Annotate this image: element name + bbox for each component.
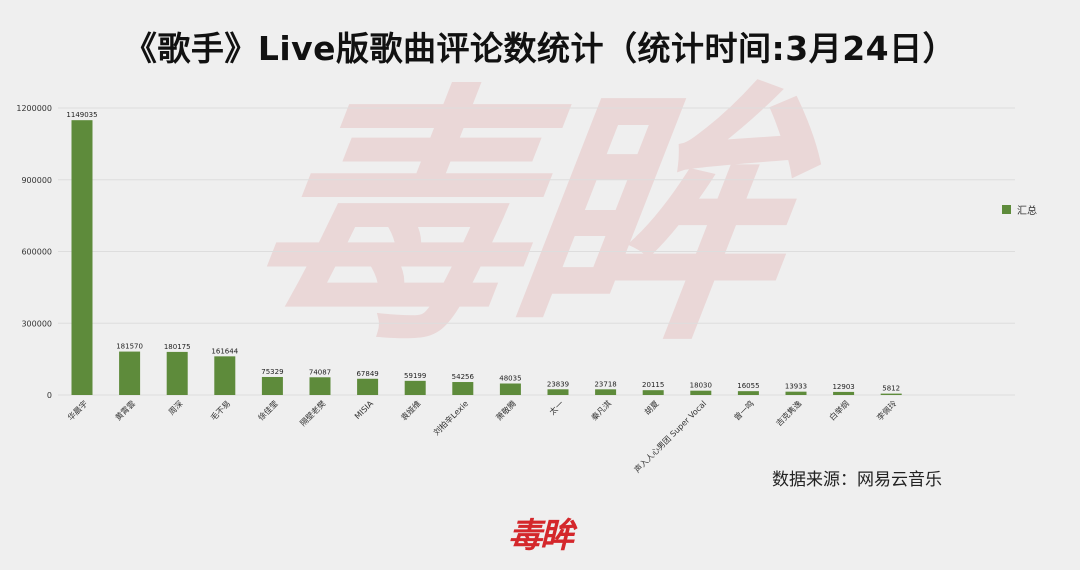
bar	[261, 376, 283, 395]
y-tick-label: 600000	[21, 248, 52, 257]
x-tick-label: 周深	[167, 399, 185, 417]
data-label: 54256	[452, 373, 475, 381]
bar	[404, 380, 426, 395]
brand-logo: 毒眸	[508, 516, 574, 556]
data-label: 48035	[499, 375, 521, 383]
bar	[357, 378, 379, 395]
x-tick-label: 袁娅维	[399, 398, 423, 422]
data-label: 75329	[261, 368, 283, 376]
y-tick-label: 1200000	[16, 104, 52, 113]
bar	[309, 377, 331, 395]
y-tick-label: 300000	[21, 319, 52, 328]
data-label: 13933	[785, 383, 807, 391]
data-source-note: 数据来源：网易云音乐	[772, 470, 942, 490]
y-tick-label: 0	[47, 391, 52, 400]
data-label: 12903	[832, 383, 854, 391]
data-label: 5812	[882, 385, 900, 393]
data-label: 180175	[164, 343, 191, 351]
bar	[785, 391, 807, 395]
bar	[452, 382, 474, 395]
data-label: 67849	[356, 370, 378, 378]
bar-chart: 0 300000 600000 900000 1200000 1149035 华晨宇 1815…	[16, 104, 1015, 475]
x-tick-label: 毛不易	[208, 398, 232, 422]
x-tick-label: 李佩玲	[875, 398, 899, 422]
bar	[166, 351, 188, 395]
legend: 汇总	[1002, 202, 1037, 217]
x-tick-label: 徐佳莹	[256, 398, 280, 422]
x-tick-label: 黄霄雲	[113, 398, 137, 422]
bar	[737, 391, 759, 395]
data-label: 161644	[211, 347, 238, 355]
x-tick-label: 胡夏	[642, 398, 660, 416]
x-tick-label: 萧敬腾	[494, 398, 518, 422]
chart-title: 《歌手》Live版歌曲评论数统计（统计时间:3月24日）	[123, 29, 957, 68]
data-label: 20115	[642, 381, 664, 389]
x-tick-label: MISIA	[353, 399, 375, 421]
bar	[595, 389, 617, 395]
bar	[71, 120, 93, 395]
x-tick-label: 刘柏辛Lexie	[431, 398, 470, 437]
x-tick-label: 隔壁老樊	[298, 398, 328, 428]
data-label: 23839	[547, 380, 569, 388]
x-tick-label: 白举纲	[827, 398, 851, 422]
y-tick-label: 900000	[21, 176, 52, 185]
bar	[214, 356, 236, 395]
legend-swatch	[1002, 205, 1011, 214]
bar	[642, 390, 664, 395]
bar	[119, 351, 141, 395]
legend-label: 汇总	[1017, 206, 1037, 217]
data-label: 59199	[404, 372, 426, 380]
bar	[833, 391, 855, 395]
data-label: 74087	[309, 368, 331, 376]
bar	[499, 383, 521, 395]
bar	[690, 390, 712, 395]
data-label: 1149035	[66, 111, 97, 119]
x-tick-label: 吉克隽逸	[774, 398, 804, 428]
data-label: 16055	[737, 382, 759, 390]
x-tick-label: 华晨宇	[65, 398, 89, 422]
data-label: 181570	[116, 343, 143, 351]
bar	[880, 393, 902, 395]
data-label: 23718	[594, 380, 616, 388]
x-tick-label: 太一	[547, 398, 565, 416]
x-tick-label: 秦凡淇	[589, 398, 613, 422]
x-tick-label: 曾一鸣	[732, 398, 756, 422]
bar	[547, 389, 569, 395]
data-label: 18030	[690, 382, 712, 390]
